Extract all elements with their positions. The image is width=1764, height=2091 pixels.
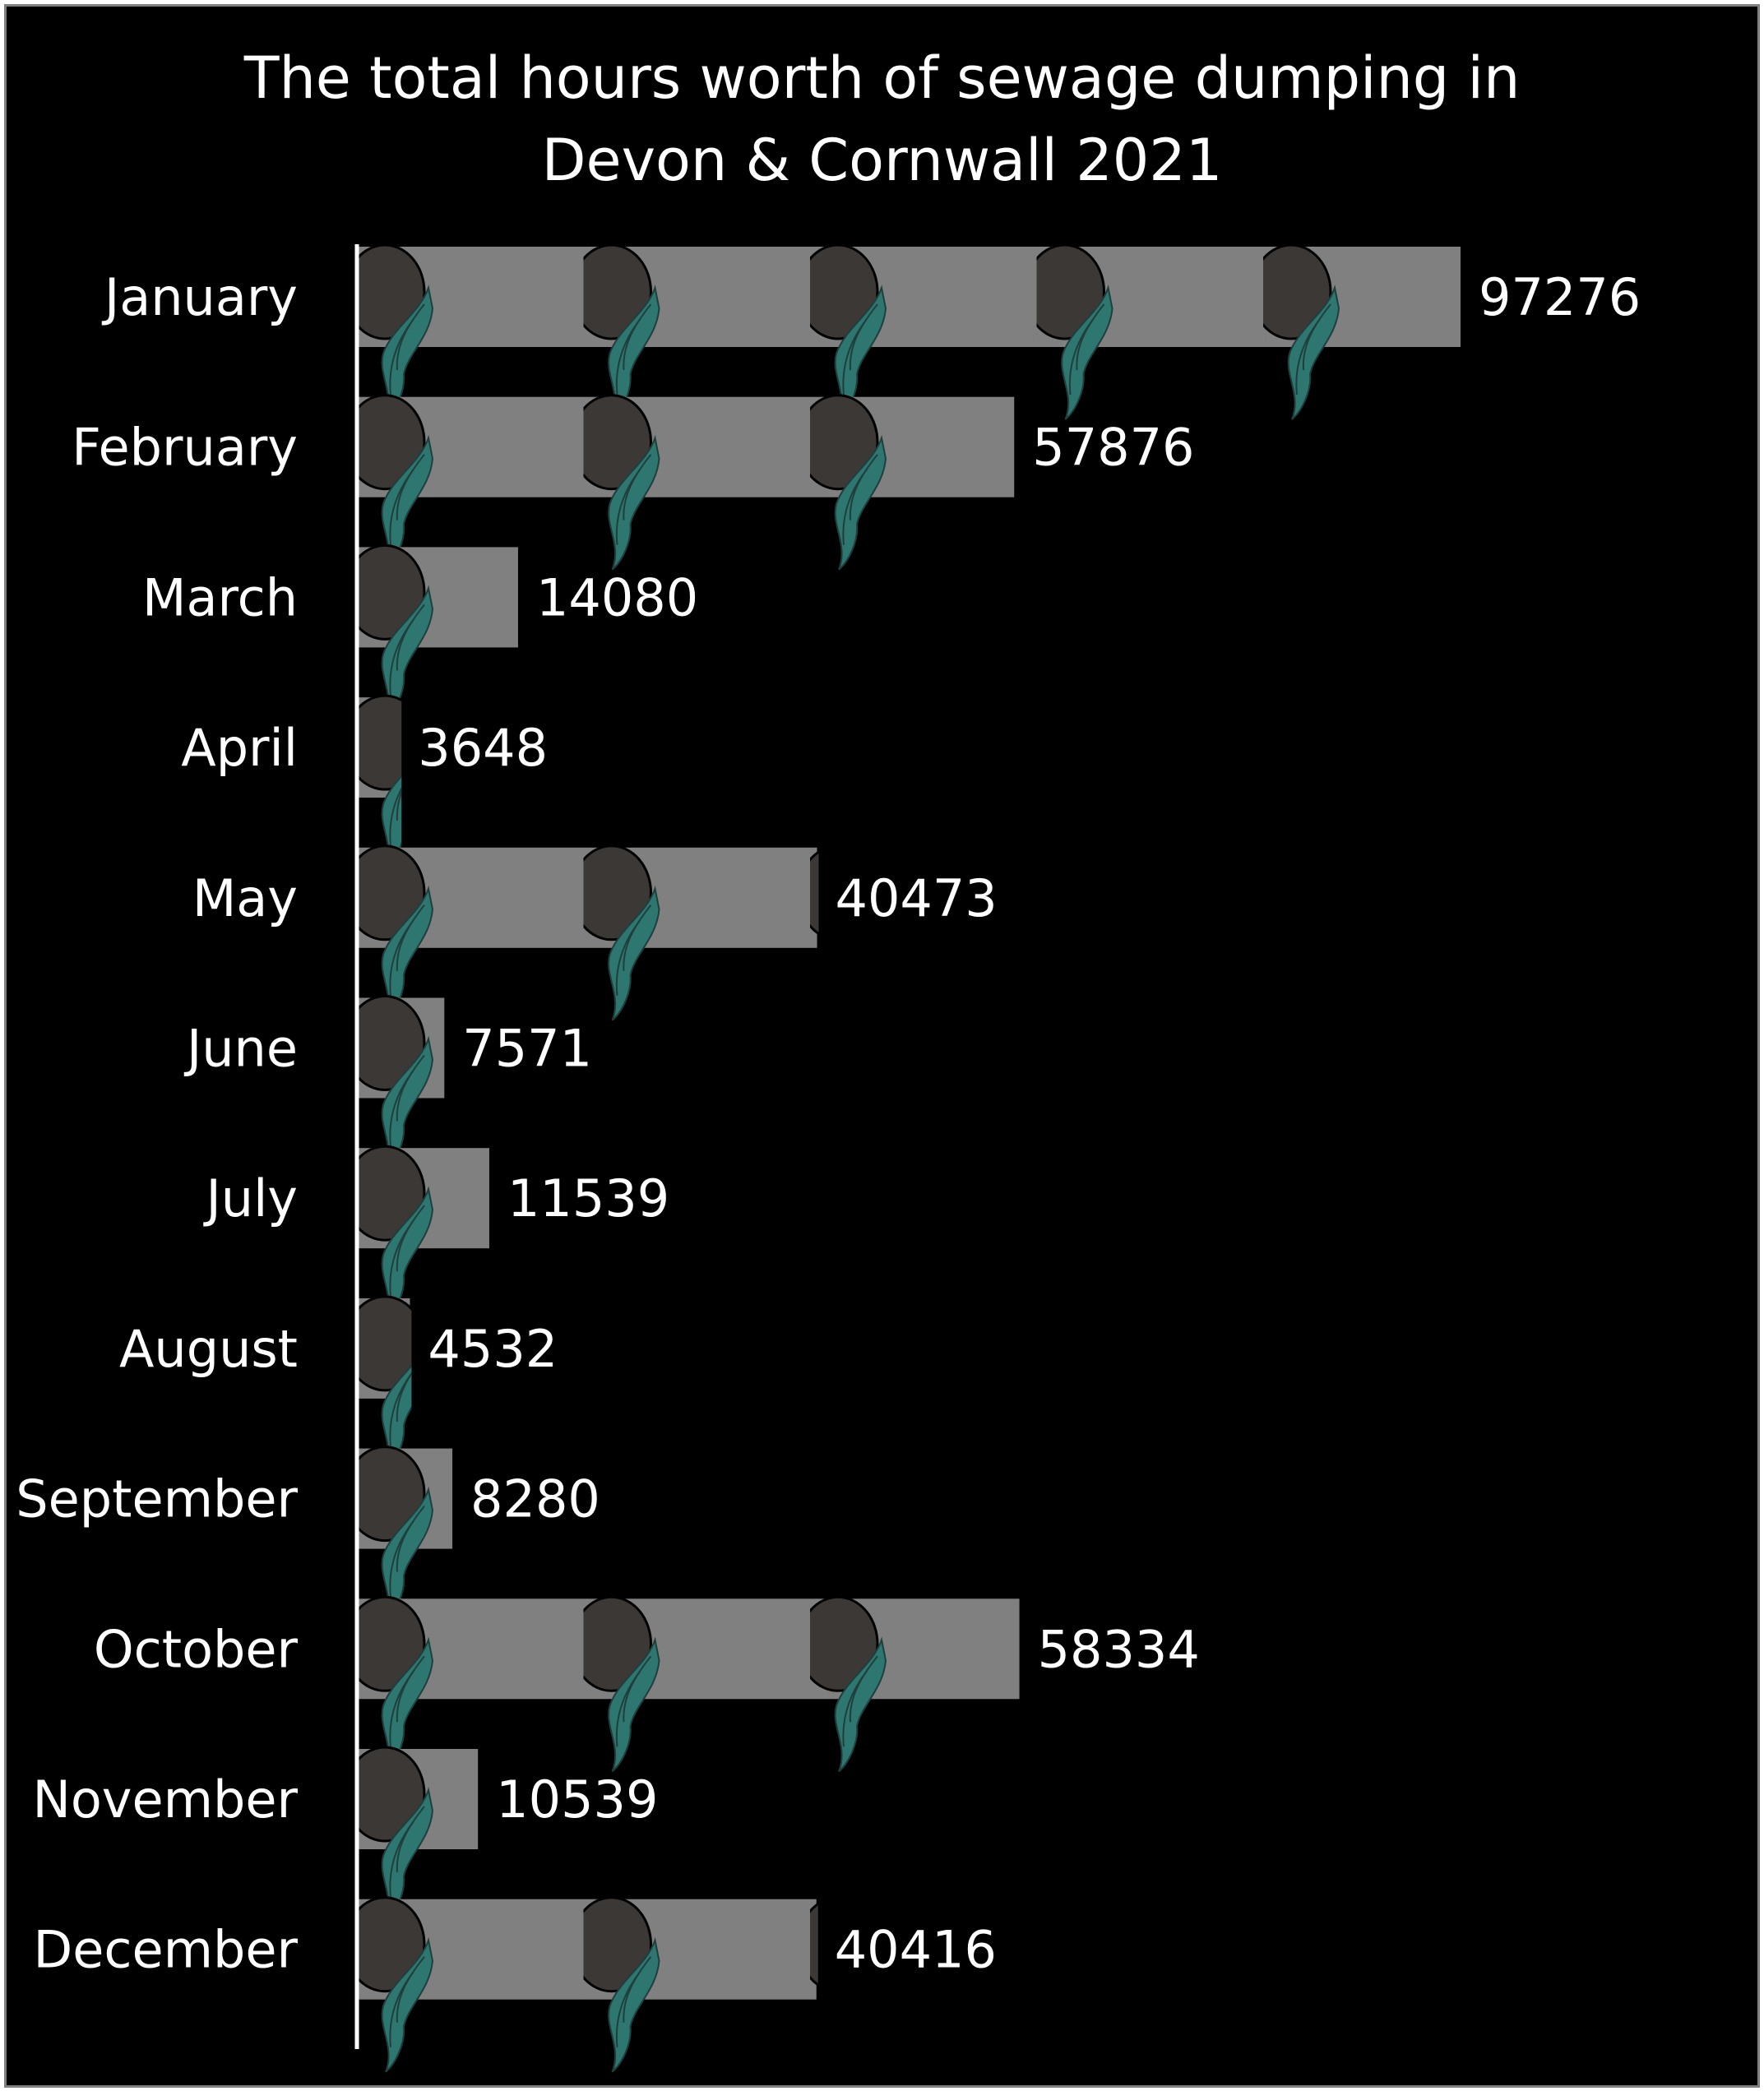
sewage-pipe-icon: [810, 243, 1039, 420]
bar-july: [357, 1145, 489, 1321]
sewage-pipe-icon: [583, 243, 813, 420]
tick-label-august: August: [119, 1319, 298, 1379]
sewage-pipe-icon: [357, 1896, 586, 2073]
bar-may: [357, 844, 819, 1021]
sewage-pipe-icon: [357, 243, 586, 420]
tick-label-february: February: [72, 418, 298, 478]
tick-label-september: September: [16, 1469, 298, 1529]
tick-label-march: March: [142, 567, 298, 627]
sewage-pipe-icon: [810, 1899, 818, 2000]
sewage-pipe-icon: [1036, 243, 1266, 420]
data-label-april: 3648: [418, 718, 548, 778]
data-label-july: 11539: [507, 1168, 669, 1228]
data-label-november: 10539: [496, 1769, 658, 1830]
bar-june: [357, 995, 445, 1172]
tick-label-july: July: [203, 1168, 299, 1228]
chart-title-line-1: The total hours worth of sewage dumping …: [243, 44, 1521, 112]
sewage-pipe-icon: [583, 844, 813, 1021]
sewage-pipe-icon: [1263, 243, 1461, 420]
tick-label-december: December: [33, 1920, 298, 1980]
chart-title-line-2: Devon & Cornwall 2021: [541, 127, 1223, 194]
bar-december: [357, 1896, 818, 2073]
sewage-pipe-icon: [357, 1446, 453, 1622]
sewage-pipe-icon: [357, 995, 445, 1172]
data-label-september: 8280: [470, 1469, 600, 1529]
sewage-pipe-icon: [583, 1595, 813, 1773]
bar-september: [357, 1446, 453, 1622]
bar-october: [357, 1595, 1020, 1773]
bar-march: [357, 544, 518, 721]
tick-label-january: January: [101, 267, 298, 327]
bar-november: [357, 1746, 479, 1922]
sewage-pipe-icon: [357, 1295, 412, 1472]
data-label-january: 97276: [1479, 267, 1641, 327]
data-label-august: 4532: [428, 1319, 558, 1379]
chart-frame: [4, 4, 1760, 2088]
tick-label-october: October: [94, 1619, 299, 1679]
data-label-december: 40416: [835, 1920, 997, 1980]
sewage-pipe-icon: [357, 1746, 479, 1922]
bar-january: [357, 243, 1461, 420]
sewage-pipe-icon: [357, 694, 402, 871]
sewage-pipe-icon: [810, 394, 1015, 571]
sewage-pipe-icon: [357, 844, 586, 1021]
data-label-may: 40473: [836, 868, 998, 928]
data-label-february: 57876: [1032, 418, 1194, 478]
data-label-june: 7571: [462, 1019, 592, 1079]
tick-label-april: April: [181, 718, 298, 778]
bar-february: [357, 394, 1015, 571]
sewage-pipe-icon: [357, 1595, 586, 1773]
bar-august: [357, 1295, 412, 1472]
chart-title: The total hours worth of sewage dumping …: [0, 37, 1764, 201]
sewage-pipe-icon: [357, 1145, 489, 1321]
sewage-pipe-icon: [583, 394, 813, 571]
data-label-october: 58334: [1038, 1619, 1200, 1679]
sewage-pipe-icon: [810, 847, 819, 948]
data-label-march: 14080: [536, 567, 698, 627]
sewage-pipe-icon: [357, 544, 518, 721]
tick-label-june: June: [183, 1019, 298, 1079]
sewage-pipe-icon: [810, 1595, 1020, 1773]
sewage-pipe-icon: [357, 394, 586, 571]
bar-april: [357, 694, 402, 871]
sewage-pipe-icon: [583, 1896, 813, 2073]
tick-label-november: November: [32, 1769, 298, 1830]
tick-label-may: May: [192, 868, 298, 928]
